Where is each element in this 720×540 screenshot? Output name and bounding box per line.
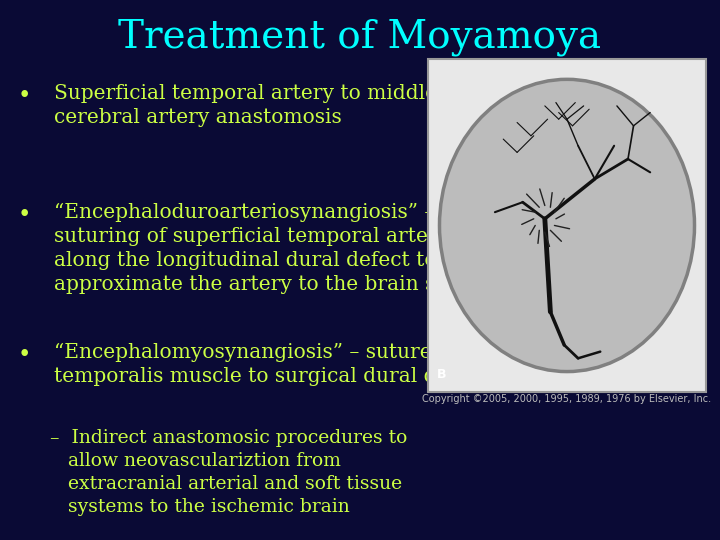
Text: B: B xyxy=(437,368,446,381)
Bar xyxy=(428,59,706,392)
Text: “Encephalomyosynangiosis” – suture
temporalis muscle to surgical dural defects: “Encephalomyosynangiosis” – suture tempo… xyxy=(54,343,498,386)
Text: •: • xyxy=(18,84,32,107)
Text: –  Indirect anastomosic procedures to
   allow neovasculariztion from
   extracr: – Indirect anastomosic procedures to all… xyxy=(50,429,408,516)
Text: Copyright ©2005, 2000, 1995, 1989, 1976 by Elsevier, Inc.: Copyright ©2005, 2000, 1995, 1989, 1976 … xyxy=(423,394,711,404)
Text: Superficial temporal artery to middle
cerebral artery anastomosis: Superficial temporal artery to middle ce… xyxy=(54,84,437,127)
Text: •: • xyxy=(18,202,32,226)
Ellipse shape xyxy=(439,79,695,372)
Text: Treatment of Moyamoya: Treatment of Moyamoya xyxy=(118,19,602,56)
Text: •: • xyxy=(18,343,32,366)
Text: “Encephaloduroarteriosynangiosis” –
suturing of superficial temporal artery
alon: “Encephaloduroarteriosynangiosis” – sutu… xyxy=(54,202,500,294)
